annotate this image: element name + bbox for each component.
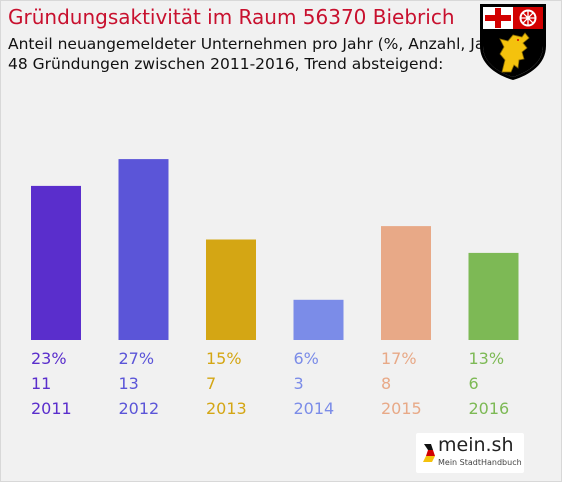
value-label-2015: 17% (381, 349, 417, 368)
golden-lion (499, 32, 530, 73)
category-label-2013: 2013 (206, 399, 247, 418)
category-label-2016: 2016 (469, 399, 510, 418)
value-label-2011: 23% (31, 349, 67, 368)
count-label-2011: 11 (31, 374, 51, 393)
coat-of-arms-icon (480, 4, 546, 80)
subtitle-line-1: Anteil neuangemeldeter Unternehmen pro J… (8, 35, 507, 53)
chart-title: Gründungsaktivität im Raum 56370 Biebric… (8, 5, 455, 29)
lion-eye (517, 39, 519, 41)
count-label-2012: 13 (119, 374, 139, 393)
category-label-2012: 2012 (119, 399, 160, 418)
bar-2011 (31, 185, 81, 340)
red-cross-horizontal (485, 15, 511, 21)
bar-2016 (468, 252, 519, 340)
brand-logo[interactable]: mein.sh Mein StadtHandbuch (416, 433, 524, 473)
count-label-2014: 3 (294, 374, 304, 393)
count-label-2013: 7 (206, 374, 216, 393)
bar-2015 (381, 226, 431, 340)
value-label-2012: 27% (119, 349, 155, 368)
bar-2013 (206, 239, 256, 340)
subtitle-line-2: 48 Gründungen zwischen 2011-2016, Trend … (8, 55, 444, 73)
value-label-2016: 13% (469, 349, 505, 368)
count-label-2016: 6 (469, 374, 479, 393)
category-label-2011: 2011 (31, 399, 72, 418)
count-label-2015: 8 (381, 374, 391, 393)
category-label-2015: 2015 (381, 399, 422, 418)
bar-2012 (118, 159, 169, 340)
chart-subtitle: Anteil neuangemeldeter Unternehmen pro J… (8, 34, 507, 74)
wheel-spokes (520, 10, 536, 26)
bar-2014 (293, 299, 344, 340)
value-label-2013: 15% (206, 349, 242, 368)
category-label-2014: 2014 (294, 399, 335, 418)
germany-flag-icon (423, 444, 435, 462)
brand-name: mein.sh (438, 434, 514, 456)
value-label-2014: 6% (294, 349, 319, 368)
brand-tagline: Mein StadtHandbuch (438, 458, 522, 467)
